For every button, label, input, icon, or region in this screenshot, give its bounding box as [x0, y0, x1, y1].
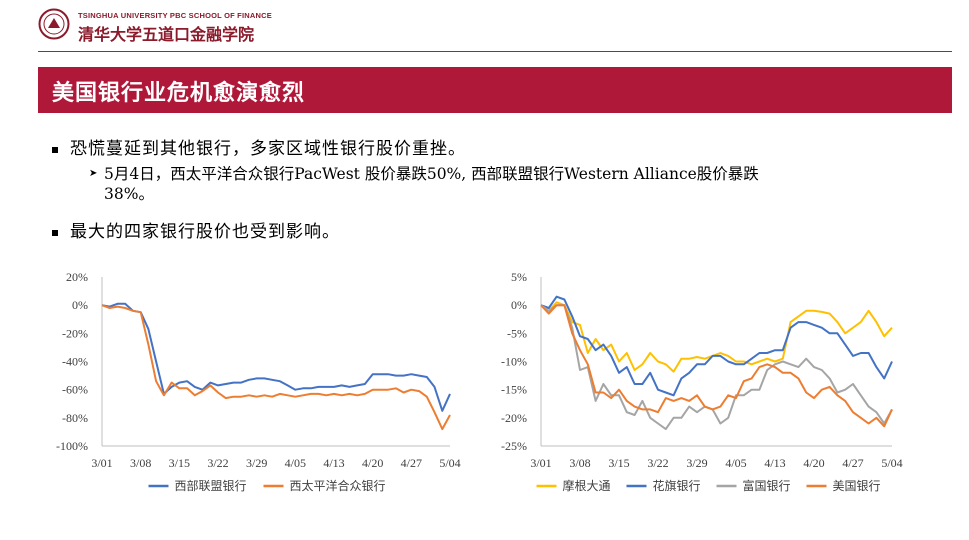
y-tick-label: 0%: [72, 298, 88, 312]
y-tick-label: -15%: [501, 383, 527, 397]
logo-english-name: TSINGHUA UNIVERSITY PBC SCHOOL OF FINANC…: [78, 11, 272, 20]
bullet-marker: [52, 147, 58, 153]
chart-big-four-banks: 5% 0% -5% -10% -15% -20% -25%3/01 3/08 3/15 3/22 3…: [501, 270, 903, 493]
bullet-text-2: 最大的四家银行股价也受到影响。: [70, 222, 340, 242]
legend-label: 富国银行: [743, 478, 791, 493]
x-tick-label: 3/08: [130, 456, 151, 470]
header-logo: TSINGHUA UNIVERSITY PBC SCHOOL OF FINANC…: [38, 8, 278, 44]
y-tick-label: -100%: [56, 439, 88, 453]
series-line-0: [101, 302, 451, 412]
x-tick-label: 3/22: [647, 456, 668, 470]
series-line-1: [101, 304, 451, 431]
series-line-3: [540, 304, 893, 428]
sub-bullet-line-1: 5月4日，西太平洋合众银行PacWest 股价暴跌50%, 西部联盟银行West…: [104, 165, 759, 183]
x-tick-label: 4/20: [362, 456, 383, 470]
x-tick-label: 4/27: [401, 456, 422, 470]
y-tick-label: -20%: [501, 411, 527, 425]
y-tick-label: -25%: [501, 439, 527, 453]
x-tick-label: 4/27: [842, 456, 863, 470]
x-tick-label: 3/01: [530, 456, 551, 470]
y-tick-label: 5%: [511, 270, 527, 284]
chart-regional-banks: 20% 0% -20% -40% -60% -80% -100%3/01 3/08 3/15 3/…: [56, 270, 461, 493]
x-tick-label: 5/04: [881, 456, 902, 470]
series-line-1: [540, 295, 893, 397]
y-tick-label: -60%: [62, 383, 88, 397]
x-tick-label: 4/05: [285, 456, 306, 470]
x-tick-label: 3/08: [569, 456, 590, 470]
legend-label: 摩根大通: [563, 478, 611, 493]
x-tick-label: 3/01: [91, 456, 112, 470]
legend-label: 花旗银行: [653, 478, 701, 493]
title-band: 美国银行业危机愈演愈烈: [38, 67, 952, 113]
page-title: 美国银行业危机愈演愈烈: [52, 80, 306, 106]
y-tick-label: 20%: [66, 270, 88, 284]
y-tick-label: -20%: [62, 326, 88, 340]
x-tick-label: 3/29: [246, 456, 267, 470]
legend-label: 西部联盟银行: [175, 478, 247, 493]
x-tick-label: 5/04: [439, 456, 460, 470]
y-tick-label: -5%: [507, 326, 527, 340]
x-tick-label: 3/15: [608, 456, 629, 470]
y-tick-label: 0%: [511, 298, 527, 312]
sub-bullet-arrow-icon: ➤: [89, 168, 98, 179]
series-line-0: [540, 301, 893, 373]
logo-chinese-name: 清华大学五道口金融学院: [78, 25, 255, 44]
y-tick-label: -10%: [501, 355, 527, 369]
legend-label: 西太平洋合众银行: [290, 478, 386, 493]
y-tick-label: -80%: [62, 411, 88, 425]
header-divider: [38, 51, 952, 52]
x-tick-label: 4/13: [764, 456, 785, 470]
bullet-marker: [52, 230, 58, 236]
y-tick-label: -40%: [62, 355, 88, 369]
legend-label: 美国银行: [833, 479, 881, 493]
bullet-text-1: 恐慌蔓延到其他银行，多家区域性银行股价重挫。: [70, 139, 466, 159]
x-tick-label: 3/15: [169, 456, 190, 470]
x-tick-label: 4/13: [323, 456, 344, 470]
x-tick-label: 4/20: [803, 456, 824, 470]
x-tick-label: 3/29: [686, 456, 707, 470]
tsinghua-seal-icon: [38, 8, 70, 40]
sub-bullet-line-2: 38%。: [104, 185, 154, 203]
x-tick-label: 4/05: [725, 456, 746, 470]
x-tick-label: 3/22: [207, 456, 228, 470]
